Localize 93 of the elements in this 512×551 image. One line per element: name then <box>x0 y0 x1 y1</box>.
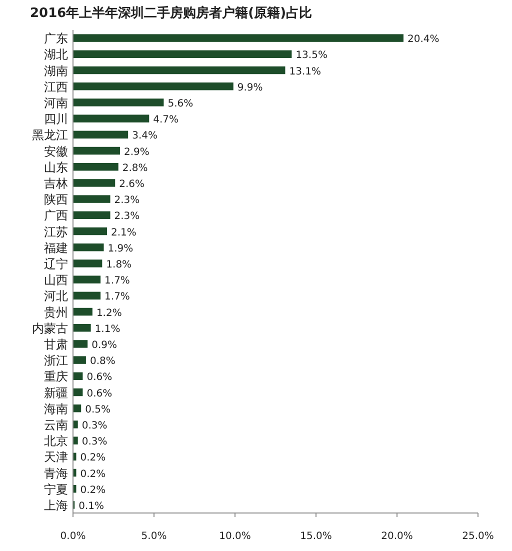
data-label: 0.6% <box>86 388 112 400</box>
y-tick-label: 新疆 <box>44 386 68 400</box>
data-label: 0.2% <box>80 484 106 496</box>
bar <box>73 98 164 106</box>
bar <box>73 50 292 58</box>
y-tick-label: 四川 <box>44 112 68 126</box>
y-tick-label: 贵州 <box>44 305 68 320</box>
y-tick-label: 北京 <box>44 434 68 448</box>
bar <box>73 243 104 252</box>
x-tick-label: 5.0% <box>141 531 167 542</box>
bar <box>73 356 86 364</box>
data-label: 1.2% <box>96 308 122 319</box>
y-tick-label: 天津 <box>44 450 68 464</box>
data-label: 0.1% <box>78 500 104 512</box>
data-label: 0.2% <box>80 452 106 464</box>
y-tick-label: 湖北 <box>44 48 68 62</box>
bar <box>73 146 120 155</box>
x-tick-label: 10.0% <box>219 531 251 542</box>
bar <box>73 260 102 268</box>
bar <box>73 324 91 332</box>
data-label: 0.8% <box>90 356 116 368</box>
data-label: 2.1% <box>111 227 136 238</box>
y-tick-label: 山东 <box>44 160 68 174</box>
x-tick-label: 15.0% <box>300 531 332 542</box>
data-label: 5.6% <box>168 98 194 110</box>
x-tick-label: 25.0% <box>462 531 494 542</box>
data-label: 2.3% <box>114 211 140 222</box>
y-tick-label: 山西 <box>44 273 68 288</box>
y-tick-label: 浙江 <box>44 354 68 368</box>
data-label: 9.9% <box>237 82 263 94</box>
data-label: 0.2% <box>80 468 106 480</box>
data-label: 1.1% <box>94 324 120 335</box>
bar <box>73 292 101 300</box>
bar <box>73 66 286 74</box>
y-tick-label: 福建 <box>44 240 68 255</box>
data-label: 2.6% <box>119 178 145 190</box>
data-label: 0.6% <box>86 372 112 384</box>
y-tick-label: 青海 <box>44 466 68 480</box>
y-tick-label: 甘肃 <box>44 337 68 352</box>
y-tick-label: 湖南 <box>44 64 68 78</box>
bar <box>73 372 83 380</box>
data-label: 13.1% <box>289 66 321 78</box>
data-label: 2.9% <box>124 146 150 158</box>
data-label: 1.9% <box>108 243 134 254</box>
bar <box>73 114 150 122</box>
bar <box>73 227 108 236</box>
data-label: 20.4% <box>407 34 440 46</box>
bar <box>73 340 88 348</box>
data-label: 2.8% <box>122 162 148 174</box>
data-label: 4.7% <box>153 114 179 126</box>
data-label: 3.4% <box>132 130 158 142</box>
y-tick-label: 广西 <box>44 208 68 223</box>
y-tick-label: 安徽 <box>44 144 68 158</box>
bar <box>73 388 83 396</box>
x-tick-label: 20.0% <box>381 531 413 542</box>
data-label: 1.7% <box>104 292 130 303</box>
data-label: 0.3% <box>82 420 108 432</box>
y-tick-label: 江苏 <box>44 224 68 239</box>
bar <box>73 130 128 139</box>
data-label: 13.5% <box>296 50 328 62</box>
y-tick-label: 吉林 <box>44 176 68 190</box>
x-tick-label: 0.0% <box>60 531 86 542</box>
data-label: 0.5% <box>85 404 111 416</box>
data-label: 2.3% <box>114 195 140 206</box>
y-tick-label: 上海 <box>44 498 68 512</box>
y-tick-label: 河南 <box>44 96 68 110</box>
y-tick-label: 黑龙江 <box>32 128 68 142</box>
bar <box>73 82 234 90</box>
bar <box>73 420 78 428</box>
bar <box>73 404 82 412</box>
bar <box>73 179 116 187</box>
y-tick-label: 陕西 <box>44 192 68 207</box>
y-tick-label: 辽宁 <box>44 256 68 271</box>
bar <box>73 195 110 203</box>
bar <box>73 34 404 42</box>
bar <box>73 436 78 444</box>
y-tick-label: 宁夏 <box>44 482 68 496</box>
y-tick-label: 海南 <box>44 402 68 416</box>
data-label: 1.8% <box>106 259 132 270</box>
bar <box>73 211 110 220</box>
y-tick-label: 广东 <box>44 32 68 46</box>
y-tick-label: 河北 <box>44 289 68 304</box>
chart-title: 2016年上半年深圳二手房购房者户籍(原籍)占比 <box>30 5 312 21</box>
data-label: 0.3% <box>82 436 108 448</box>
bar <box>73 162 118 171</box>
y-tick-label: 重庆 <box>44 370 68 384</box>
bar <box>73 276 101 284</box>
y-tick-label: 云南 <box>44 418 68 432</box>
data-label: 0.9% <box>92 340 117 351</box>
data-label: 1.7% <box>104 276 130 287</box>
y-tick-label: 内蒙古 <box>32 321 68 336</box>
bar <box>73 308 92 316</box>
y-tick-label: 江西 <box>44 80 68 94</box>
